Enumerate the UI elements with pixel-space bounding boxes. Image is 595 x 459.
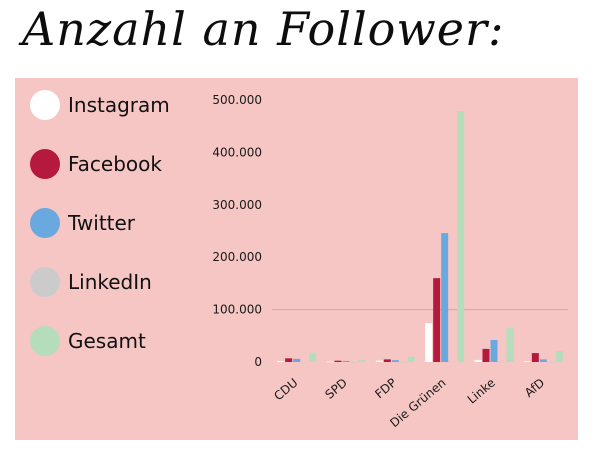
page-title: Anzahl an Follower: [22, 2, 505, 56]
bar-facebook-spd [334, 360, 342, 362]
bar-linkedin-die-grünen [449, 361, 457, 363]
legend-item-facebook: Facebook [30, 145, 162, 183]
bar-gesamt-cdu [309, 352, 317, 362]
chart-panel [15, 78, 578, 440]
bar-twitter-fdp [391, 360, 399, 362]
bar-gesamt-die-grünen [457, 111, 465, 362]
legend-item-instagram: Instagram [30, 86, 170, 124]
bar-facebook-cdu [285, 358, 293, 362]
y-tick-label: 200.000 [212, 250, 262, 264]
bar-linkedin-afd [547, 361, 555, 363]
bar-instagram-spd [326, 361, 334, 363]
bar-twitter-cdu [293, 358, 301, 362]
bar-facebook-die-grünen [433, 278, 441, 362]
bar-twitter-linke [490, 339, 498, 362]
y-tick-label: 400.000 [212, 145, 262, 159]
bar-twitter-spd [342, 360, 350, 362]
bar-facebook-afd [531, 353, 539, 362]
x-tick-label: FDP [372, 376, 399, 402]
bar-instagram-fdp [375, 360, 383, 362]
legend-label-facebook: Facebook [68, 152, 162, 176]
bar-linkedin-cdu [301, 361, 309, 363]
legend-item-twitter: Twitter [30, 204, 135, 242]
bar-gesamt-afd [555, 350, 563, 362]
bar-gesamt-fdp [407, 356, 415, 362]
legend-label-linkedin: LinkedIn [68, 270, 152, 294]
legend-label-twitter: Twitter [68, 211, 136, 235]
y-tick-label: 100.000 [212, 303, 262, 317]
bar-instagram-afd [523, 361, 531, 362]
bar-facebook-linke [482, 348, 490, 362]
bar-twitter-die-grünen [441, 233, 449, 362]
bar-instagram-linke [474, 359, 482, 362]
x-tick-label: Linke [465, 376, 498, 407]
legend-label-gesamt: Gesamt [68, 329, 146, 353]
legend-dot-gesamt [30, 326, 60, 356]
legend-item-linkedin: LinkedIn [30, 263, 152, 301]
x-tick-label: CDU [271, 376, 300, 404]
bar-linkedin-linke [498, 361, 506, 363]
bar-gesamt-spd [358, 359, 366, 362]
legend-dot-facebook [30, 149, 60, 179]
bar-gesamt-linke [506, 327, 514, 362]
x-tick-label: SPD [322, 376, 349, 402]
legend-label-instagram: Instagram [68, 93, 170, 117]
y-tick-label: 0 [254, 355, 262, 369]
legend-dot-twitter [30, 208, 60, 238]
bar-facebook-fdp [383, 359, 391, 362]
legend-dot-linkedin [30, 267, 60, 297]
y-tick-label: 300.000 [212, 198, 262, 212]
y-tick-label: 500.000 [212, 93, 262, 107]
bar-linkedin-fdp [399, 361, 407, 363]
bar-linkedin-spd [350, 361, 358, 363]
bar-twitter-afd [539, 359, 547, 362]
x-tick-label: AfD [522, 376, 547, 400]
bar-instagram-cdu [277, 360, 285, 362]
legend-item-gesamt: Gesamt [30, 322, 146, 360]
legend-dot-instagram [30, 90, 60, 120]
bar-instagram-die-grünen [425, 323, 433, 362]
